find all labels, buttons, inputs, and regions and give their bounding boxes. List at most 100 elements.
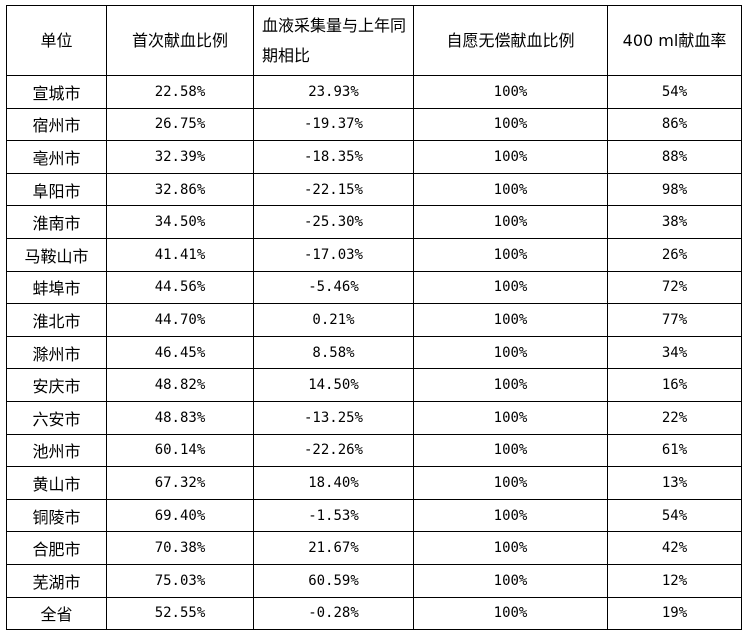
table-header-row: 单位 首次献血比例 血液采集量与上年同期相比 自愿无偿献血比例 400 ml献血…: [6, 5, 742, 76]
first-donation-cell: 52.55%: [106, 596, 254, 631]
rate-400ml-cell: 61%: [607, 433, 742, 468]
first-donation-cell: 44.56%: [106, 270, 254, 305]
collection-yoy-cell: -19.37%: [253, 107, 414, 142]
collection-yoy-cell: 60.59%: [253, 563, 414, 598]
table-row: 淮北市 44.70% 0.21% 100% 77%: [6, 303, 742, 337]
first-donation-cell: 60.14%: [106, 433, 254, 468]
header-unit: 单位: [6, 5, 107, 76]
header-collection-yoy: 血液采集量与上年同期相比: [253, 5, 414, 76]
voluntary-cell: 100%: [413, 498, 608, 533]
table-row: 亳州市 32.39% -18.35% 100% 88%: [6, 140, 742, 174]
rate-400ml-cell: 22%: [607, 400, 742, 435]
first-donation-cell: 48.82%: [106, 368, 254, 402]
unit-cell: 芜湖市: [6, 563, 107, 598]
table-row: 合肥市 70.38% 21.67% 100% 42%: [6, 531, 742, 565]
collection-yoy-cell: -25.30%: [253, 205, 414, 239]
first-donation-cell: 48.83%: [106, 400, 254, 435]
table-row: 六安市 48.83% -13.25% 100% 22%: [6, 400, 742, 435]
unit-cell: 六安市: [6, 400, 107, 435]
unit-cell: 阜阳市: [6, 172, 107, 207]
voluntary-cell: 100%: [413, 107, 608, 142]
rate-400ml-cell: 72%: [607, 270, 742, 305]
voluntary-cell: 100%: [413, 531, 608, 565]
table-row: 滁州市 46.45% 8.58% 100% 34%: [6, 335, 742, 370]
first-donation-cell: 70.38%: [106, 531, 254, 565]
unit-cell: 亳州市: [6, 140, 107, 174]
header-first-donation-ratio: 首次献血比例: [106, 5, 254, 76]
unit-cell: 池州市: [6, 433, 107, 468]
rate-400ml-cell: 86%: [607, 107, 742, 142]
unit-cell: 淮北市: [6, 303, 107, 337]
first-donation-cell: 34.50%: [106, 205, 254, 239]
unit-cell: 滁州市: [6, 335, 107, 370]
collection-yoy-cell: -5.46%: [253, 270, 414, 305]
collection-yoy-cell: -0.28%: [253, 596, 414, 631]
first-donation-cell: 46.45%: [106, 335, 254, 370]
collection-yoy-cell: 23.93%: [253, 75, 414, 109]
unit-cell: 安庆市: [6, 368, 107, 402]
unit-cell: 宣城市: [6, 75, 107, 109]
first-donation-cell: 32.39%: [106, 140, 254, 174]
voluntary-cell: 100%: [413, 596, 608, 631]
unit-cell: 淮南市: [6, 205, 107, 239]
table-row: 阜阳市 32.86% -22.15% 100% 98%: [6, 172, 742, 207]
first-donation-cell: 26.75%: [106, 107, 254, 142]
unit-cell: 马鞍山市: [6, 237, 107, 272]
rate-400ml-cell: 26%: [607, 237, 742, 272]
rate-400ml-cell: 13%: [607, 466, 742, 500]
first-donation-cell: 41.41%: [106, 237, 254, 272]
unit-cell: 铜陵市: [6, 498, 107, 533]
table-row: 宣城市 22.58% 23.93% 100% 54%: [6, 75, 742, 109]
table-row: 安庆市 48.82% 14.50% 100% 16%: [6, 368, 742, 402]
first-donation-cell: 32.86%: [106, 172, 254, 207]
unit-cell: 黄山市: [6, 466, 107, 500]
table-row: 蚌埠市 44.56% -5.46% 100% 72%: [6, 270, 742, 305]
collection-yoy-cell: -1.53%: [253, 498, 414, 533]
voluntary-cell: 100%: [413, 140, 608, 174]
first-donation-cell: 67.32%: [106, 466, 254, 500]
rate-400ml-cell: 54%: [607, 498, 742, 533]
voluntary-cell: 100%: [413, 172, 608, 207]
collection-yoy-cell: -18.35%: [253, 140, 414, 174]
collection-yoy-cell: -13.25%: [253, 400, 414, 435]
collection-yoy-cell: -17.03%: [253, 237, 414, 272]
voluntary-cell: 100%: [413, 400, 608, 435]
header-voluntary-ratio: 自愿无偿献血比例: [413, 5, 608, 76]
header-400ml-rate: 400 ml献血率: [607, 5, 742, 76]
table-row: 铜陵市 69.40% -1.53% 100% 54%: [6, 498, 742, 533]
collection-yoy-cell: -22.26%: [253, 433, 414, 468]
table-row: 淮南市 34.50% -25.30% 100% 38%: [6, 205, 742, 239]
voluntary-cell: 100%: [413, 205, 608, 239]
rate-400ml-cell: 16%: [607, 368, 742, 402]
rate-400ml-cell: 34%: [607, 335, 742, 370]
collection-yoy-cell: 8.58%: [253, 335, 414, 370]
voluntary-cell: 100%: [413, 335, 608, 370]
voluntary-cell: 100%: [413, 75, 608, 109]
voluntary-cell: 100%: [413, 563, 608, 598]
collection-yoy-cell: 21.67%: [253, 531, 414, 565]
table-row: 马鞍山市 41.41% -17.03% 100% 26%: [6, 237, 742, 272]
voluntary-cell: 100%: [413, 466, 608, 500]
rate-400ml-cell: 12%: [607, 563, 742, 598]
voluntary-cell: 100%: [413, 433, 608, 468]
voluntary-cell: 100%: [413, 368, 608, 402]
collection-yoy-cell: 0.21%: [253, 303, 414, 337]
rate-400ml-cell: 77%: [607, 303, 742, 337]
blood-donation-table: 单位 首次献血比例 血液采集量与上年同期相比 自愿无偿献血比例 400 ml献血…: [6, 5, 742, 631]
table-row: 宿州市 26.75% -19.37% 100% 86%: [6, 107, 742, 142]
unit-cell: 合肥市: [6, 531, 107, 565]
rate-400ml-cell: 88%: [607, 140, 742, 174]
collection-yoy-cell: -22.15%: [253, 172, 414, 207]
rate-400ml-cell: 38%: [607, 205, 742, 239]
table-row: 全省 52.55% -0.28% 100% 19%: [6, 596, 742, 631]
rate-400ml-cell: 98%: [607, 172, 742, 207]
first-donation-cell: 69.40%: [106, 498, 254, 533]
first-donation-cell: 75.03%: [106, 563, 254, 598]
unit-cell: 蚌埠市: [6, 270, 107, 305]
collection-yoy-cell: 18.40%: [253, 466, 414, 500]
unit-cell: 全省: [6, 596, 107, 631]
table-row: 芜湖市 75.03% 60.59% 100% 12%: [6, 563, 742, 598]
table-row: 黄山市 67.32% 18.40% 100% 13%: [6, 466, 742, 500]
first-donation-cell: 22.58%: [106, 75, 254, 109]
rate-400ml-cell: 19%: [607, 596, 742, 631]
